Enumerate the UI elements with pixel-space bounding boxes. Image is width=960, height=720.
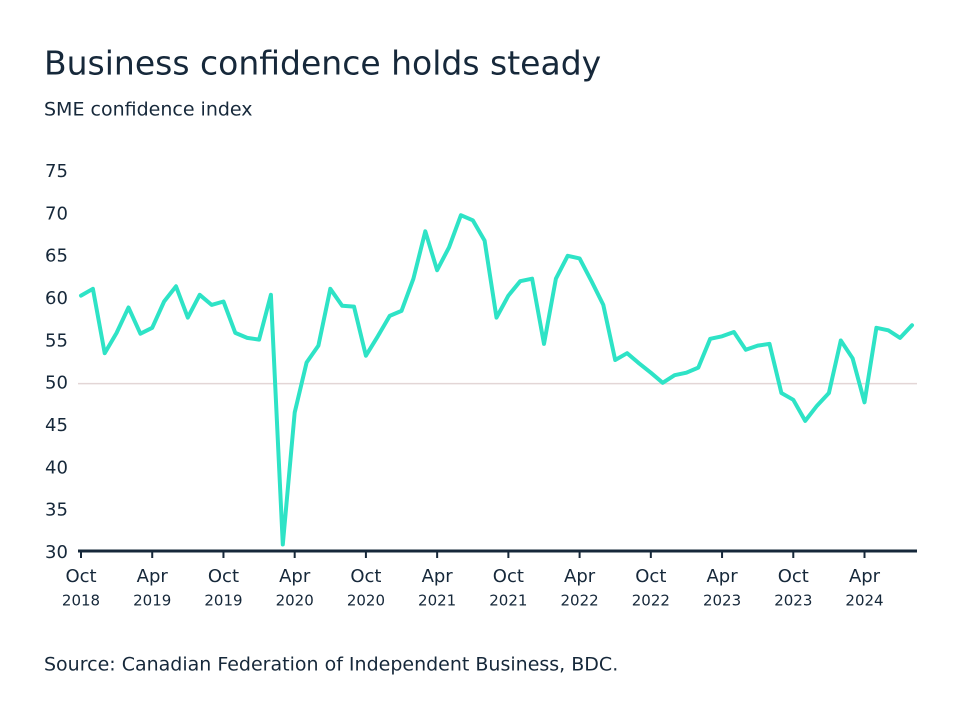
x-tick-year: 2019 bbox=[133, 592, 171, 610]
x-tick-month: Oct bbox=[778, 566, 809, 587]
y-tick-label: 60 bbox=[45, 288, 68, 309]
y-tick-label: 30 bbox=[45, 542, 68, 563]
x-tick-year: 2018 bbox=[62, 592, 100, 610]
y-tick-label: 50 bbox=[45, 373, 68, 394]
x-tick-month: Apr bbox=[706, 566, 738, 587]
x-tick-month: Apr bbox=[564, 566, 596, 587]
x-tick-month: Oct bbox=[635, 566, 666, 587]
x-tick-year: 2022 bbox=[561, 592, 599, 610]
x-tick-year: 2019 bbox=[204, 592, 242, 610]
x-tick-month: Oct bbox=[208, 566, 239, 587]
x-tick-year: 2023 bbox=[703, 592, 741, 610]
x-tick-month: Apr bbox=[422, 566, 454, 587]
chart-subtitle: SME confidence index bbox=[44, 99, 253, 121]
x-tick-year: 2020 bbox=[347, 592, 385, 610]
x-tick-year: 2022 bbox=[632, 592, 670, 610]
x-tick-month: Oct bbox=[493, 566, 524, 587]
x-tick-month: Apr bbox=[279, 566, 311, 587]
x-tick-month: Apr bbox=[849, 566, 881, 587]
data-line bbox=[79, 213, 914, 547]
chart-title: Business confidence holds steady bbox=[44, 44, 601, 83]
y-tick-label: 65 bbox=[45, 246, 68, 267]
x-tick-year: 2023 bbox=[774, 592, 812, 610]
x-tick-month: Apr bbox=[137, 566, 169, 587]
x-tick-year: 2021 bbox=[418, 592, 456, 610]
y-tick-label: 40 bbox=[45, 457, 68, 478]
y-tick-label: 45 bbox=[45, 415, 68, 436]
x-tick-month: Oct bbox=[350, 566, 381, 587]
x-tick-month: Oct bbox=[65, 566, 96, 587]
x-tick-year: 2020 bbox=[276, 592, 314, 610]
y-tick-label: 75 bbox=[45, 161, 68, 182]
y-tick-label: 35 bbox=[45, 500, 68, 521]
y-tick-label: 55 bbox=[45, 330, 68, 351]
x-tick-year: 2024 bbox=[845, 592, 883, 610]
y-tick-label: 70 bbox=[45, 203, 68, 224]
source-note: Source: Canadian Federation of Independe… bbox=[44, 654, 618, 676]
x-tick-year: 2021 bbox=[489, 592, 527, 610]
